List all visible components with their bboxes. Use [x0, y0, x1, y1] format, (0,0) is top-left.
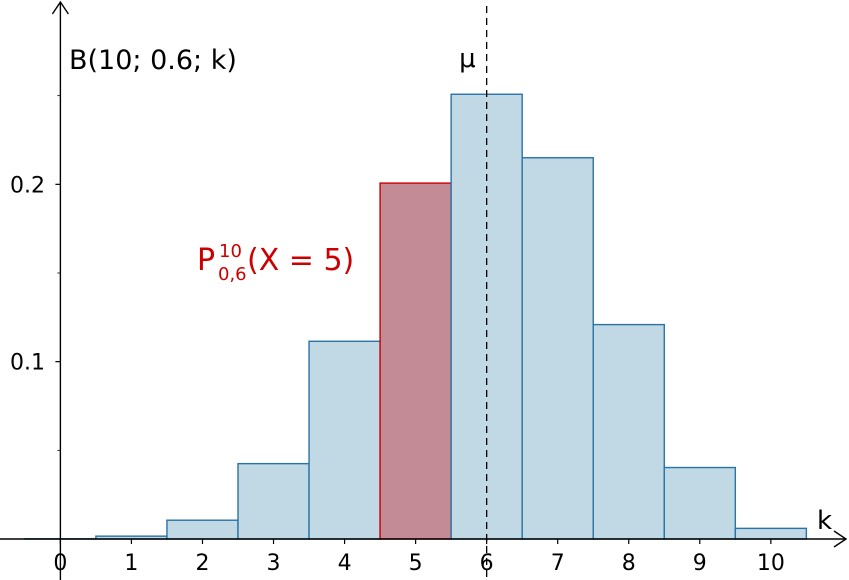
bar-highlighted-k-5: [379, 182, 452, 540]
bar-k-4: [308, 340, 381, 540]
x-tick-label: 10: [757, 551, 785, 576]
bar-k-6: [450, 93, 523, 540]
x-tick-label: 3: [267, 551, 281, 576]
x-tick-label: 1: [124, 551, 138, 576]
x-tick-label: 7: [551, 551, 565, 576]
x-tick-label: 8: [622, 551, 636, 576]
x-axis-arrow: [833, 530, 848, 548]
bar-k-3: [237, 462, 310, 540]
bar-k-7: [521, 157, 594, 540]
labels-layer: 0 1 2 3 4 5 6 7 8 9 100.10.2μB(10; 0.6; k)kP 100,6(…: [10, 44, 832, 576]
chart-title: B(10; 0.6; k): [69, 45, 237, 76]
y-tick-label: 0.1: [10, 351, 45, 376]
bar-k-9: [663, 466, 737, 540]
x-axis-label: k: [817, 506, 832, 536]
highlight-label-main: P: [197, 243, 215, 278]
bar-k-10: [734, 527, 808, 540]
mean-label: μ: [459, 44, 476, 74]
highlight-label-sup: 10: [219, 241, 242, 262]
bar-k-8: [592, 323, 665, 540]
y-axis-arrow: [51, 0, 69, 15]
x-tick-label: 4: [338, 551, 352, 576]
x-tick-label: 2: [195, 551, 209, 576]
bar-k-2: [166, 519, 239, 540]
y-tick-label: 0.2: [10, 173, 45, 198]
highlight-label-rest: (X = 5): [247, 243, 354, 278]
x-tick-label: 0: [53, 551, 67, 576]
x-tick-label: 6: [480, 551, 494, 576]
x-tick-label: 5: [409, 551, 423, 576]
highlight-label-sub: 0,6: [218, 264, 247, 285]
bars-layer: [24, 93, 808, 540]
x-tick-label: 9: [693, 551, 707, 576]
